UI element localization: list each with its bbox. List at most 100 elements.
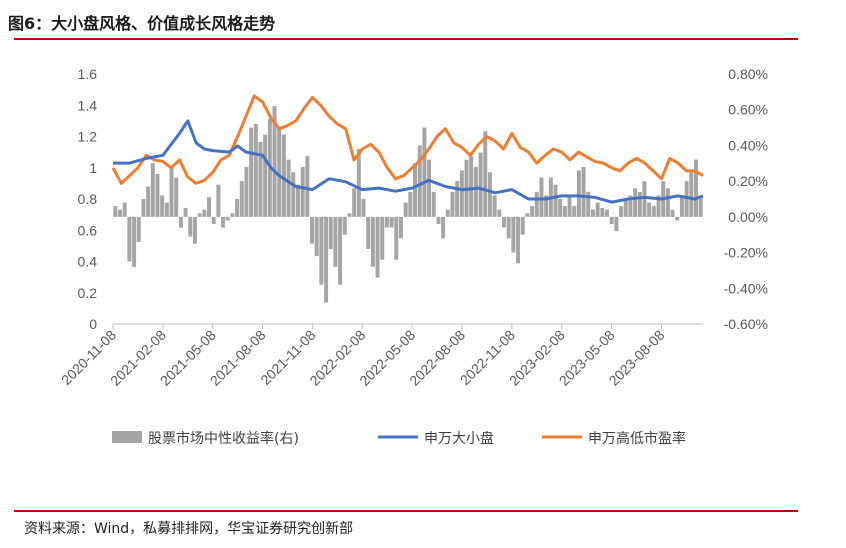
- left-tick-label: 0.6: [78, 222, 98, 238]
- neutral-return-bar: [693, 159, 698, 217]
- right-tick-label: 0.20%: [728, 173, 768, 189]
- neutral-return-bar: [230, 213, 235, 217]
- right-tick-label: 0.80%: [728, 66, 768, 82]
- neutral-return-bar: [572, 206, 577, 217]
- neutral-return-bar: [211, 216, 216, 224]
- left-axis-ticks: 0 0.2 0.4 0.6 0.8 1 1.2 1.4 1.6: [78, 66, 98, 332]
- neutral-return-bar: [272, 106, 277, 217]
- right-tick-label: -0.20%: [724, 245, 768, 261]
- neutral-return-bar: [642, 181, 647, 217]
- neutral-return-bar: [530, 206, 535, 217]
- neutral-return-bar: [633, 188, 638, 217]
- neutral-return-bar: [511, 216, 516, 253]
- neutral-return-bar: [281, 134, 286, 217]
- neutral-return-bar: [375, 216, 380, 278]
- neutral-return-bar: [249, 127, 254, 217]
- neutral-return-bar: [338, 216, 343, 285]
- neutral-return-bar: [310, 216, 314, 244]
- neutral-return-bar: [623, 199, 628, 217]
- neutral-return-bar: [492, 195, 497, 217]
- neutral-return-bar: [197, 213, 202, 217]
- x-axis: 2020-11-082021-02-082021-05-082021-08-08…: [58, 323, 703, 389]
- neutral-return-bar: [689, 172, 694, 217]
- neutral-return-bar: [698, 195, 703, 217]
- neutral-return-bar: [539, 177, 544, 217]
- neutral-return-bar: [178, 216, 183, 228]
- neutral-return-bar: [398, 216, 403, 239]
- neutral-return-bar: [295, 184, 300, 217]
- neutral-return-bar: [619, 206, 624, 217]
- neutral-return-bar: [516, 216, 521, 264]
- legend-bar-swatch: [112, 431, 142, 443]
- neutral-return-bar: [188, 216, 193, 237]
- neutral-return-bar: [328, 216, 333, 249]
- bottom-rule: [14, 510, 798, 512]
- neutral-return-bar: [394, 216, 399, 260]
- neutral-return-bar: [427, 159, 432, 217]
- neutral-return-bar: [239, 181, 244, 217]
- neutral-return-bar: [253, 124, 258, 217]
- neutral-return-bar: [141, 199, 146, 217]
- neutral-return-bars: [113, 106, 703, 303]
- neutral-return-bar: [221, 216, 226, 228]
- neutral-return-bar: [487, 172, 492, 217]
- neutral-return-bar: [118, 209, 123, 217]
- neutral-return-bar: [670, 209, 675, 217]
- neutral-return-bar: [216, 184, 221, 217]
- neutral-return-bar: [413, 163, 418, 217]
- left-tick-label: 1.6: [78, 66, 98, 82]
- neutral-return-bar: [169, 166, 174, 217]
- neutral-return-bar: [665, 188, 670, 217]
- right-tick-label: 0.00%: [728, 209, 768, 225]
- neutral-return-bar: [366, 216, 371, 249]
- neutral-return-bar: [305, 156, 310, 217]
- neutral-return-bar: [600, 207, 605, 217]
- neutral-return-bar: [417, 145, 422, 217]
- neutral-return-bar: [647, 202, 652, 217]
- right-axis-ticks: -0.60% -0.40% -0.20% 0.00% 0.20% 0.40% 0.60% 0.…: [724, 66, 768, 332]
- pe-line: [111, 94, 704, 185]
- neutral-return-bar: [614, 216, 619, 232]
- neutral-return-bar: [422, 127, 427, 217]
- neutral-return-bar: [651, 206, 656, 217]
- neutral-return-bar: [361, 199, 366, 217]
- neutral-return-bar: [609, 216, 614, 224]
- neutral-return-bar: [356, 149, 361, 217]
- left-tick-label: 0.2: [78, 285, 98, 301]
- neutral-return-bar: [403, 202, 408, 217]
- neutral-return-bar: [160, 195, 165, 217]
- neutral-return-bar: [127, 216, 132, 262]
- neutral-return-bar: [192, 216, 197, 244]
- neutral-return-bar: [534, 191, 539, 217]
- neutral-return-bar: [502, 216, 506, 228]
- legend-size-label: 申万大小盘: [424, 430, 494, 447]
- neutral-return-bar: [113, 206, 118, 217]
- neutral-return-bar: [478, 152, 483, 217]
- neutral-return-bar: [679, 195, 684, 217]
- size-line: [113, 119, 704, 204]
- neutral-return-bar: [553, 184, 558, 217]
- neutral-return-bar: [225, 216, 230, 221]
- neutral-return-bar: [525, 213, 530, 217]
- neutral-return-bar: [300, 166, 305, 217]
- neutral-return-bar: [586, 191, 591, 217]
- neutral-return-bar: [235, 199, 240, 217]
- neutral-return-bar: [155, 174, 160, 217]
- left-tick-label: 1.2: [78, 129, 98, 145]
- neutral-return-bar: [207, 197, 211, 217]
- neutral-return-bar: [469, 156, 474, 217]
- neutral-return-bar: [628, 195, 633, 217]
- neutral-return-bar: [342, 216, 347, 235]
- source-note: 资料来源：Wind，私募排排网，华宝证券研究创新部: [24, 521, 354, 537]
- neutral-return-bar: [314, 216, 319, 257]
- left-tick-label: 1.4: [78, 97, 98, 113]
- neutral-return-bar: [146, 186, 151, 217]
- neutral-return-bar: [590, 209, 595, 217]
- neutral-return-bar: [263, 134, 268, 217]
- neutral-return-bar: [506, 216, 511, 239]
- neutral-return-bar: [347, 213, 352, 217]
- neutral-return-bar: [455, 181, 460, 217]
- neutral-return-bar: [595, 202, 600, 217]
- neutral-return-bar: [333, 216, 338, 267]
- neutral-return-bar: [483, 131, 488, 217]
